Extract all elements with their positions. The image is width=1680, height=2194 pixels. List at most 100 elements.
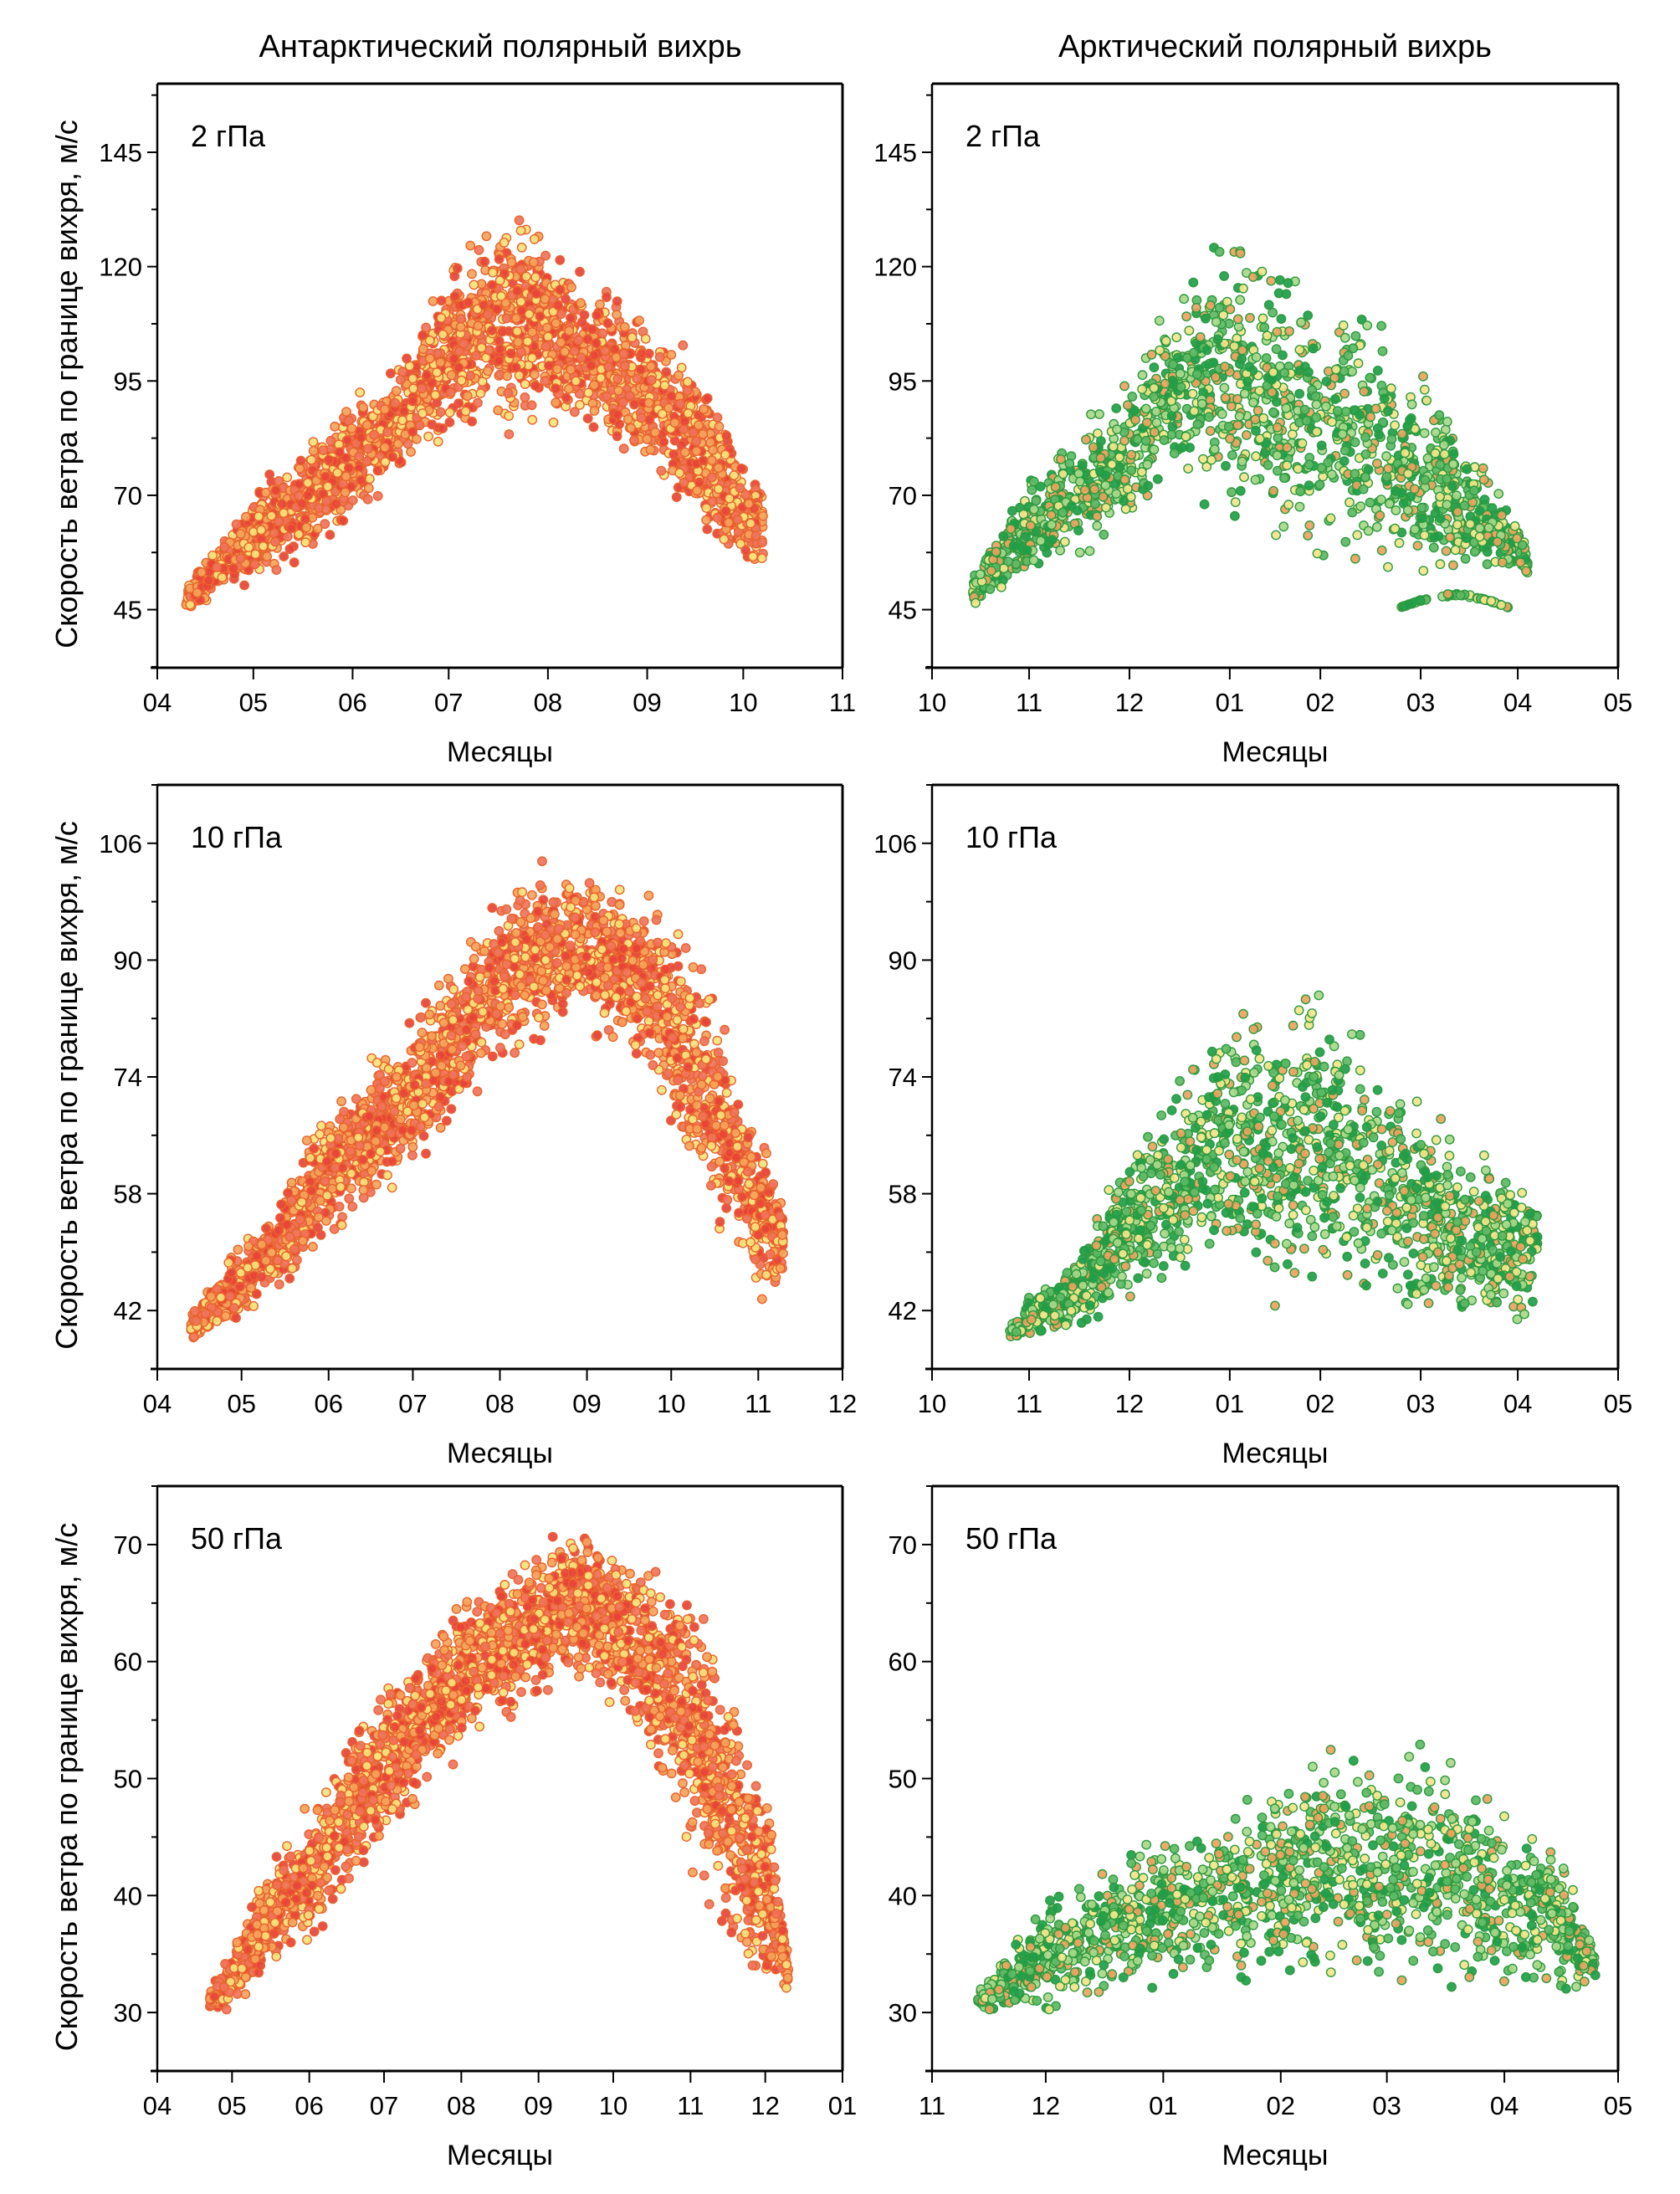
data-point (1332, 406, 1343, 416)
data-point (264, 469, 275, 479)
data-point (1312, 548, 1323, 559)
x-axis-label: Месяцы (447, 736, 553, 768)
data-point (516, 242, 527, 253)
data-point (1379, 393, 1390, 404)
data-point (1259, 322, 1270, 333)
data-point (602, 292, 612, 302)
data-point (294, 529, 304, 540)
data-point (1299, 361, 1310, 372)
data-point (1208, 357, 1219, 368)
data-point (1448, 449, 1459, 459)
data-point (322, 481, 333, 492)
data-point (1195, 331, 1206, 342)
data-point (1340, 536, 1351, 547)
data-point (1058, 507, 1068, 518)
data-point (1372, 365, 1383, 376)
data-point (279, 551, 289, 561)
data-point (1448, 459, 1458, 469)
data-point (446, 370, 457, 381)
data-point (1372, 423, 1383, 433)
data-point (1126, 465, 1137, 475)
data-point (1239, 388, 1250, 399)
data-point (1283, 500, 1294, 510)
data-point (1047, 535, 1058, 545)
data-point (1419, 530, 1430, 541)
data-point (600, 346, 610, 356)
data-point (1031, 495, 1042, 506)
y-tick-label: 145 (99, 138, 142, 167)
data-point (1181, 431, 1191, 442)
data-point (1350, 553, 1360, 564)
data-point (467, 269, 477, 279)
data-point (724, 517, 734, 528)
data-point (694, 477, 704, 488)
data-point (1242, 377, 1253, 387)
data-point (1297, 438, 1308, 449)
data-point (702, 524, 713, 535)
data-point (1448, 560, 1458, 571)
data-point (706, 455, 717, 466)
data-point (1225, 433, 1236, 444)
data-point (1149, 382, 1160, 393)
data-point (1515, 557, 1526, 568)
data-point (1442, 416, 1452, 427)
data-point (1303, 310, 1314, 320)
data-point (1303, 531, 1314, 541)
data-point (1327, 417, 1337, 428)
data-point (740, 490, 751, 500)
data-point (1452, 506, 1463, 517)
data-point (284, 544, 295, 554)
data-point (644, 414, 655, 425)
data-point (720, 449, 730, 460)
data-point (492, 304, 503, 315)
data-point (481, 231, 492, 242)
data-point (487, 279, 497, 290)
data-point (1418, 566, 1429, 576)
data-point (1331, 364, 1341, 375)
data-point (512, 326, 523, 336)
x-tick-label: 11 (829, 688, 856, 717)
data-point (701, 515, 711, 525)
data-point (1350, 469, 1360, 479)
data-point (294, 479, 305, 490)
data-point (1304, 480, 1314, 491)
y-tick-label: 120 (873, 253, 917, 282)
data-point (1278, 521, 1289, 532)
data-point (1435, 559, 1446, 570)
data-point (1474, 523, 1485, 534)
data-point (1434, 410, 1445, 421)
data-point (1227, 487, 1237, 498)
data-point (514, 215, 525, 226)
data-point (1383, 464, 1394, 474)
data-point (971, 597, 981, 608)
data-point (1074, 547, 1085, 558)
data-point (397, 367, 408, 377)
data-point (300, 537, 311, 548)
y-tick-label: 45 (889, 596, 917, 625)
data-point (1365, 412, 1376, 423)
data-point (524, 309, 535, 320)
data-point (573, 335, 584, 346)
data-point (1212, 334, 1223, 345)
data-point (1151, 418, 1162, 428)
data-point (417, 344, 428, 354)
data-point (1295, 486, 1306, 497)
data-point (1419, 428, 1430, 438)
data-point (1092, 520, 1103, 531)
data-point (1172, 352, 1183, 363)
data-point (1188, 277, 1199, 288)
data-point (674, 468, 685, 479)
data-point (1478, 463, 1488, 474)
data-point (555, 254, 566, 265)
data-point (1321, 401, 1331, 412)
data-point (1462, 464, 1473, 474)
data-point (502, 371, 512, 382)
data-point (595, 299, 605, 310)
data-point (720, 506, 731, 516)
data-point (1474, 531, 1485, 542)
data-point (231, 519, 242, 530)
data-point (1090, 499, 1100, 509)
data-point (1314, 479, 1325, 490)
data-point (551, 397, 561, 408)
